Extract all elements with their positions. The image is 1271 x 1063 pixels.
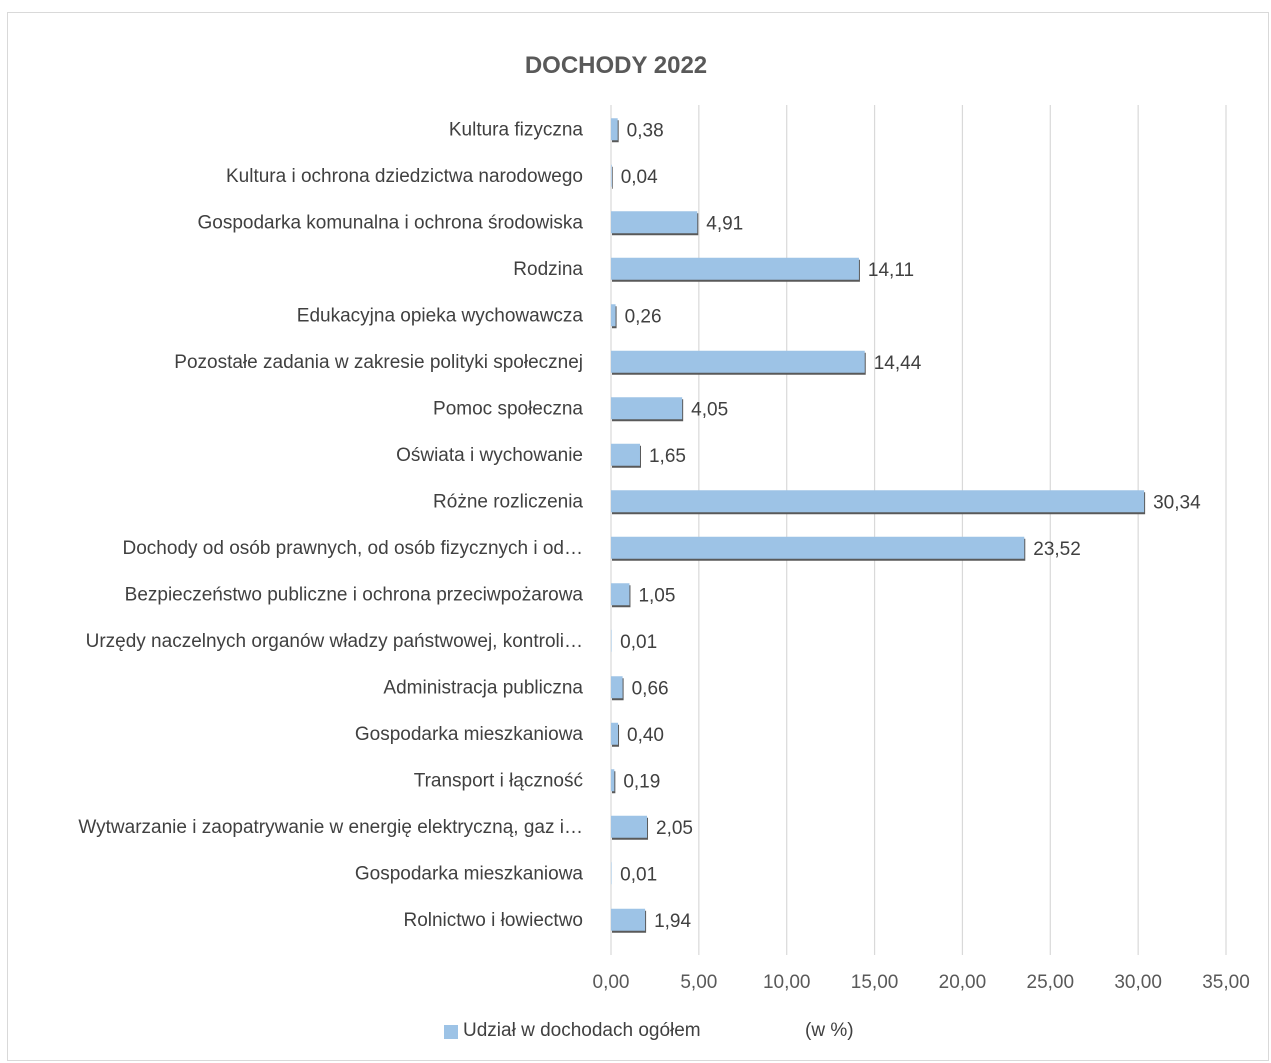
data-label: 14,44 (874, 353, 922, 374)
x-tick-label: 25,00 (1027, 972, 1075, 993)
bar (611, 676, 623, 699)
data-label: 0,19 (623, 771, 660, 792)
bar (611, 862, 612, 885)
category-label: Dochody od osób prawnych, od osób fizycz… (123, 538, 583, 559)
data-label: 14,11 (868, 260, 914, 281)
data-label: 0,40 (627, 725, 664, 746)
data-label: 0,01 (620, 864, 657, 885)
data-label: 2,05 (656, 818, 693, 839)
bars (611, 118, 1146, 933)
category-label: Bezpieczeństwo publiczne i ochrona przec… (125, 584, 584, 605)
data-label: 4,05 (691, 399, 728, 420)
bar (611, 443, 640, 466)
category-label: Transport i łączność (414, 770, 583, 791)
legend-label: Udział w dochodach ogółem (463, 1020, 701, 1041)
category-label: Gospodarka mieszkaniowa (355, 724, 584, 745)
data-label: 0,26 (625, 306, 662, 327)
bar (611, 536, 1025, 559)
x-tick-label: 15,00 (851, 972, 899, 993)
data-label: 1,94 (654, 911, 691, 932)
bar (611, 211, 698, 234)
data-label: 4,91 (706, 213, 743, 234)
data-label: 0,01 (620, 632, 657, 653)
chart-title: DOCHODY 2022 (524, 52, 708, 79)
category-label: Pozostałe zadania w zakresie polityki sp… (174, 352, 583, 373)
category-labels: 0,38 Kultura fizyczna 0,04 Kultura i ochron… (78, 119, 1201, 932)
category-label: Urzędy naczelnych organów władzy państwo… (86, 631, 583, 652)
data-label: 1,65 (649, 446, 686, 467)
bar (611, 722, 619, 745)
data-label: 0,66 (632, 678, 669, 699)
category-label: Gospodarka mieszkaniowa (355, 863, 584, 884)
category-label: Pomoc społeczna (433, 398, 583, 419)
data-label: 23,52 (1033, 539, 1081, 560)
bar (611, 815, 648, 838)
category-label: Różne rozliczenia (433, 491, 583, 512)
category-label: Wytwarzanie i zaopatrywanie w energię el… (78, 817, 583, 838)
category-label: Rolnictwo i łowiectwo (403, 910, 583, 931)
bar (611, 118, 618, 141)
bar (611, 397, 683, 420)
category-label: Rodzina (513, 259, 583, 280)
bar (611, 769, 615, 792)
bar (611, 908, 646, 931)
bar (611, 164, 612, 187)
bar (611, 350, 865, 373)
category-label: Edukacyjna opieka wychowawcza (297, 305, 584, 326)
gridlines (610, 105, 1227, 955)
data-label: 0,04 (621, 167, 658, 188)
x-axis-ticks: 0,00 5,00 10,00 15,00 20,00 25,00 30,00 35,00 (593, 972, 1250, 993)
bar (611, 304, 616, 327)
bar (611, 257, 859, 280)
bar-shadow (612, 166, 613, 189)
x-tick-label: 35,00 (1202, 972, 1250, 993)
data-label: 1,05 (638, 585, 675, 606)
x-tick-label: 0,00 (593, 972, 630, 993)
category-label: Administracja publiczna (383, 677, 583, 698)
legend-suffix: (w %) (805, 1020, 854, 1041)
x-tick-label: 5,00 (680, 972, 717, 993)
x-tick-label: 30,00 (1114, 972, 1162, 993)
chart-frame (7, 12, 1269, 1061)
x-tick-label: 10,00 (763, 972, 811, 993)
data-label: 0,38 (627, 120, 664, 141)
legend-swatch (444, 1025, 458, 1039)
category-label: Kultura i ochrona dziedzictwa narodowego (226, 166, 583, 187)
bar (611, 583, 630, 606)
category-label: Oświata i wychowanie (396, 445, 583, 466)
bar (611, 490, 1145, 513)
data-label: 30,34 (1153, 492, 1201, 513)
bar (611, 629, 612, 652)
x-tick-label: 20,00 (939, 972, 987, 993)
category-label: Kultura fizyczna (449, 119, 584, 140)
category-label: Gospodarka komunalna i ochrona środowisk… (198, 212, 584, 233)
legend: Udział w dochodach ogółem (w %) (0, 1020, 1271, 1046)
